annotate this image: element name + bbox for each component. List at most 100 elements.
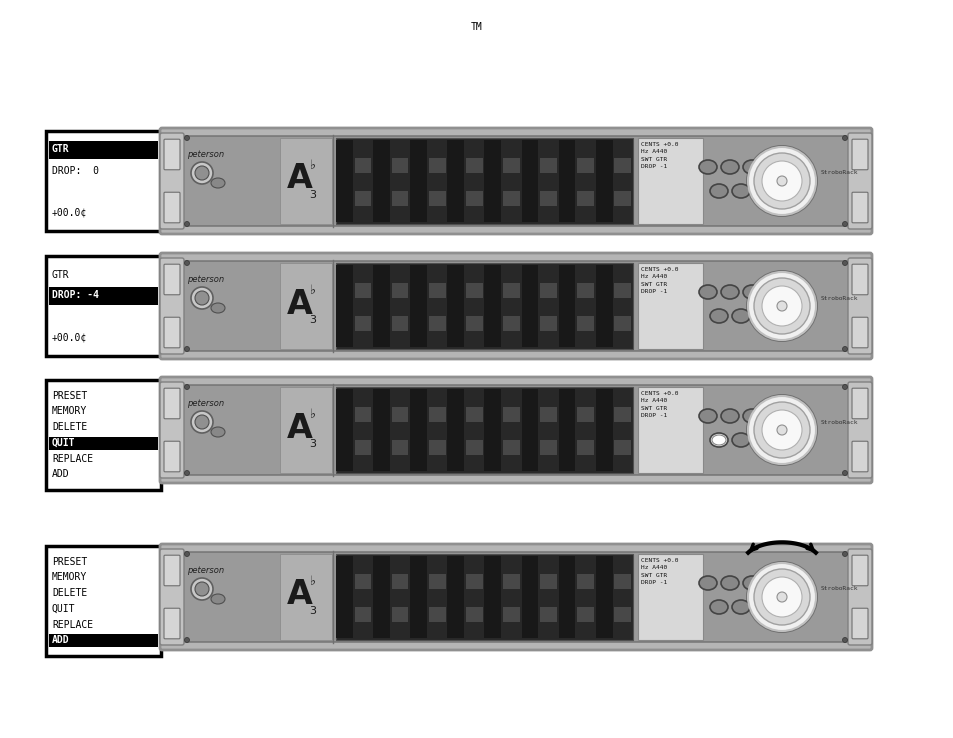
Text: CENTS +0.0
Hz A440
SWT GTR
DROP -1: CENTS +0.0 Hz A440 SWT GTR DROP -1 (640, 267, 678, 294)
Bar (392, 191, 408, 206)
Bar (410, 265, 427, 347)
Bar (428, 283, 445, 298)
Bar (521, 556, 537, 638)
Circle shape (776, 592, 786, 602)
Circle shape (776, 301, 786, 311)
Ellipse shape (731, 309, 749, 323)
Text: peterson: peterson (187, 399, 224, 408)
Bar (465, 158, 482, 173)
FancyBboxPatch shape (851, 608, 867, 639)
Ellipse shape (720, 409, 739, 423)
Text: ADD: ADD (52, 469, 70, 479)
Circle shape (745, 270, 817, 342)
Bar (49, 634, 158, 647)
Text: 3: 3 (309, 190, 316, 200)
Text: MEMORY: MEMORY (52, 407, 87, 416)
FancyBboxPatch shape (280, 263, 332, 349)
Text: +00.0¢: +00.0¢ (52, 207, 87, 218)
Bar (502, 607, 519, 621)
Text: StroboRack: StroboRack (821, 419, 858, 424)
Bar (521, 389, 537, 471)
Bar (502, 158, 519, 173)
Bar (558, 265, 575, 347)
Ellipse shape (709, 600, 727, 614)
Circle shape (184, 136, 190, 140)
FancyBboxPatch shape (160, 253, 871, 359)
Circle shape (841, 221, 846, 227)
Bar (355, 158, 371, 173)
Bar (638, 263, 702, 349)
Text: ♭: ♭ (310, 283, 315, 297)
Bar (539, 158, 557, 173)
Text: DELETE: DELETE (52, 588, 87, 599)
Text: QUIT: QUIT (52, 604, 75, 614)
Bar (502, 283, 519, 298)
Text: ADD: ADD (52, 635, 70, 645)
Ellipse shape (211, 178, 225, 188)
FancyBboxPatch shape (183, 136, 848, 226)
FancyBboxPatch shape (183, 261, 848, 351)
Text: DROP:  0: DROP: 0 (52, 165, 99, 176)
Bar (428, 574, 445, 589)
Bar (577, 283, 594, 298)
FancyBboxPatch shape (160, 128, 871, 234)
FancyBboxPatch shape (164, 317, 180, 348)
Bar (465, 440, 482, 455)
Ellipse shape (742, 576, 760, 590)
Circle shape (841, 136, 846, 140)
Circle shape (184, 471, 190, 475)
FancyBboxPatch shape (164, 608, 180, 639)
FancyBboxPatch shape (851, 317, 867, 348)
Circle shape (745, 561, 817, 633)
Bar (539, 607, 557, 621)
FancyBboxPatch shape (164, 388, 180, 418)
Bar (373, 265, 390, 347)
Text: DELETE: DELETE (52, 422, 87, 432)
Ellipse shape (709, 309, 727, 323)
Bar (465, 607, 482, 621)
Ellipse shape (699, 409, 717, 423)
Circle shape (841, 384, 846, 390)
FancyBboxPatch shape (847, 549, 871, 645)
Bar (484, 389, 500, 471)
Bar (410, 556, 427, 638)
Text: REPLACE: REPLACE (52, 453, 93, 463)
Bar (539, 407, 557, 422)
Bar (428, 407, 445, 422)
Bar (484, 140, 500, 222)
Circle shape (841, 261, 846, 266)
Circle shape (841, 347, 846, 351)
FancyBboxPatch shape (851, 264, 867, 294)
Text: PRESET: PRESET (52, 557, 87, 567)
Bar (502, 191, 519, 206)
Circle shape (191, 411, 213, 433)
FancyBboxPatch shape (851, 192, 867, 223)
Bar (614, 316, 631, 331)
Bar (614, 191, 631, 206)
Circle shape (753, 402, 809, 458)
Bar (335, 389, 353, 471)
FancyBboxPatch shape (164, 139, 180, 170)
Ellipse shape (720, 576, 739, 590)
Bar (577, 316, 594, 331)
Text: MEMORY: MEMORY (52, 573, 87, 582)
Bar (46, 256, 161, 356)
Bar (577, 191, 594, 206)
Text: ♭: ♭ (310, 574, 315, 587)
Bar (335, 138, 633, 224)
Text: StroboRack: StroboRack (821, 587, 858, 591)
Text: 3: 3 (309, 439, 316, 449)
Bar (447, 556, 463, 638)
FancyBboxPatch shape (280, 554, 332, 640)
Bar (355, 283, 371, 298)
Bar (335, 140, 353, 222)
Bar (539, 316, 557, 331)
Bar (614, 158, 631, 173)
Bar (447, 265, 463, 347)
Text: CENTS +0.0
Hz A440
SWT GTR
DROP -1: CENTS +0.0 Hz A440 SWT GTR DROP -1 (640, 142, 678, 169)
FancyBboxPatch shape (851, 388, 867, 418)
Circle shape (761, 161, 801, 201)
Circle shape (194, 166, 209, 180)
Ellipse shape (720, 285, 739, 299)
Text: peterson: peterson (187, 275, 224, 284)
